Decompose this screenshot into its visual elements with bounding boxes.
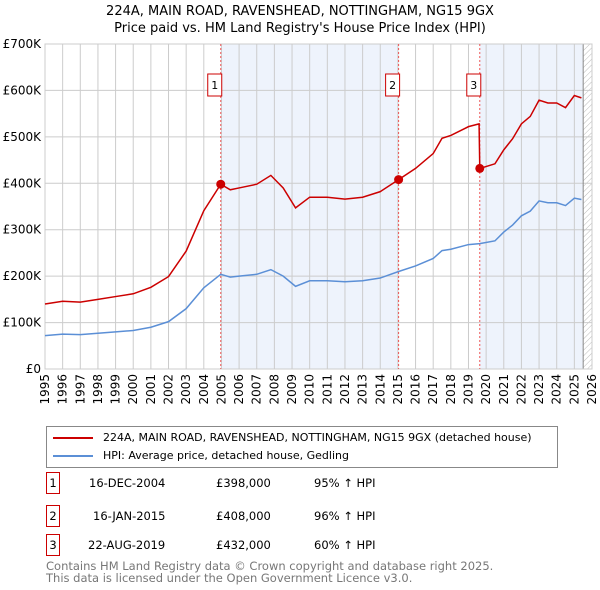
y-tick-label: £700K <box>3 37 43 51</box>
sale-point <box>475 163 485 173</box>
x-tick-label: 2024 <box>550 374 564 405</box>
x-tick-label: 2006 <box>232 374 246 405</box>
x-tick-label: 2009 <box>285 374 299 405</box>
x-tick-label: 2021 <box>497 374 511 405</box>
sale-date: 16-JAN-2015 <box>93 509 166 523</box>
sale-marker-label: 3 <box>46 534 60 556</box>
chart-subtitle: Price paid vs. HM Land Registry's House … <box>114 21 486 36</box>
sale-hpi: 95% ↑ HPI <box>314 476 376 490</box>
y-tick-label: £400K <box>3 176 43 190</box>
legend-swatch-hpi <box>53 454 93 457</box>
sale-point <box>216 179 226 189</box>
x-tick-label: 2002 <box>162 374 176 405</box>
sale-date: 16-DEC-2004 <box>89 476 166 490</box>
legend: 224A, MAIN ROAD, RAVENSHEAD, NOTTINGHAM,… <box>46 426 558 468</box>
sale-price: £432,000 <box>216 538 271 552</box>
x-tick-label: 2010 <box>303 374 317 405</box>
x-tick-label: 2016 <box>409 374 423 405</box>
y-tick-label: £600K <box>3 83 43 97</box>
footer-line: This data is licensed under the Open Gov… <box>46 571 413 585</box>
x-tick-label: 2011 <box>320 374 334 405</box>
x-tick-label: 2018 <box>444 374 458 405</box>
x-tick-label: 2014 <box>373 374 387 405</box>
x-tick-label: 2013 <box>356 374 370 405</box>
x-tick-label: 2026 <box>585 374 599 405</box>
x-tick-label: 2025 <box>567 374 581 405</box>
y-tick-label: £0 <box>26 362 41 376</box>
hpi-line <box>44 197 582 337</box>
x-tick-label: 2007 <box>250 374 264 405</box>
x-tick-label: 2004 <box>197 374 211 405</box>
shaded-period <box>479 44 584 369</box>
x-tick-label: 2022 <box>514 374 528 405</box>
sale-hpi: 60% ↑ HPI <box>314 538 376 552</box>
y-tick-label: £500K <box>3 130 43 144</box>
sale-marker-label: 2 <box>46 505 60 527</box>
x-tick-label: 1996 <box>56 374 70 405</box>
legend-item-hpi: HPI: Average price, detached house, Gedl… <box>53 449 349 462</box>
x-tick-label: 2017 <box>426 374 440 405</box>
sale-hpi: 96% ↑ HPI <box>314 509 376 523</box>
chart-title: 224A, MAIN ROAD, RAVENSHEAD, NOTTINGHAM,… <box>106 4 494 19</box>
sale-marker-number: 2 <box>389 79 396 92</box>
sale-marker-box <box>385 73 401 97</box>
x-tick-label: 2020 <box>479 374 493 405</box>
x-tick-label: 1997 <box>73 374 87 405</box>
sale-marker-box <box>207 73 223 97</box>
footer: Contains HM Land Registry data © Crown c… <box>46 560 493 584</box>
x-tick-label: 2023 <box>532 374 546 405</box>
x-tick-label: 2019 <box>461 374 475 405</box>
x-tick-label: 2005 <box>214 374 228 405</box>
x-tick-label: 2015 <box>391 374 405 405</box>
x-tick-label: 1999 <box>109 374 123 405</box>
legend-label-hpi: HPI: Average price, detached house, Gedl… <box>103 449 349 462</box>
sale-marker-label: 1 <box>46 472 60 494</box>
forecast-hatch <box>583 44 592 369</box>
x-tick-label: 2000 <box>126 374 140 405</box>
x-tick-label: 1998 <box>91 374 105 405</box>
sale-date: 22-AUG-2019 <box>88 538 166 552</box>
sale-price: £398,000 <box>216 476 271 490</box>
y-tick-label: £200K <box>3 269 43 283</box>
x-tick-label: 2001 <box>144 374 158 405</box>
x-tick-label: 1995 <box>38 374 52 405</box>
legend-item-property: 224A, MAIN ROAD, RAVENSHEAD, NOTTINGHAM,… <box>53 431 532 444</box>
x-tick-label: 2012 <box>338 374 352 405</box>
plot-border <box>44 43 593 370</box>
footer-line: Contains HM Land Registry data © Crown c… <box>46 559 494 573</box>
sale-price: £408,000 <box>216 509 271 523</box>
legend-label-property: 224A, MAIN ROAD, RAVENSHEAD, NOTTINGHAM,… <box>103 431 532 444</box>
property-price-line <box>44 94 582 305</box>
x-tick-label: 2003 <box>179 374 193 405</box>
y-tick-label: £300K <box>3 223 43 237</box>
legend-swatch-property <box>53 436 93 439</box>
plot-area: 1995 1996 1997 1998 1999 2000 2001 2002 2003 2004… <box>3 37 599 405</box>
sale-marker-box <box>466 73 482 97</box>
x-tick-label: 2008 <box>267 374 281 405</box>
sale-marker-number: 1 <box>211 79 218 92</box>
y-tick-label: £100K <box>3 316 43 330</box>
sale-marker-number: 3 <box>470 79 477 92</box>
sale-point <box>394 175 404 185</box>
